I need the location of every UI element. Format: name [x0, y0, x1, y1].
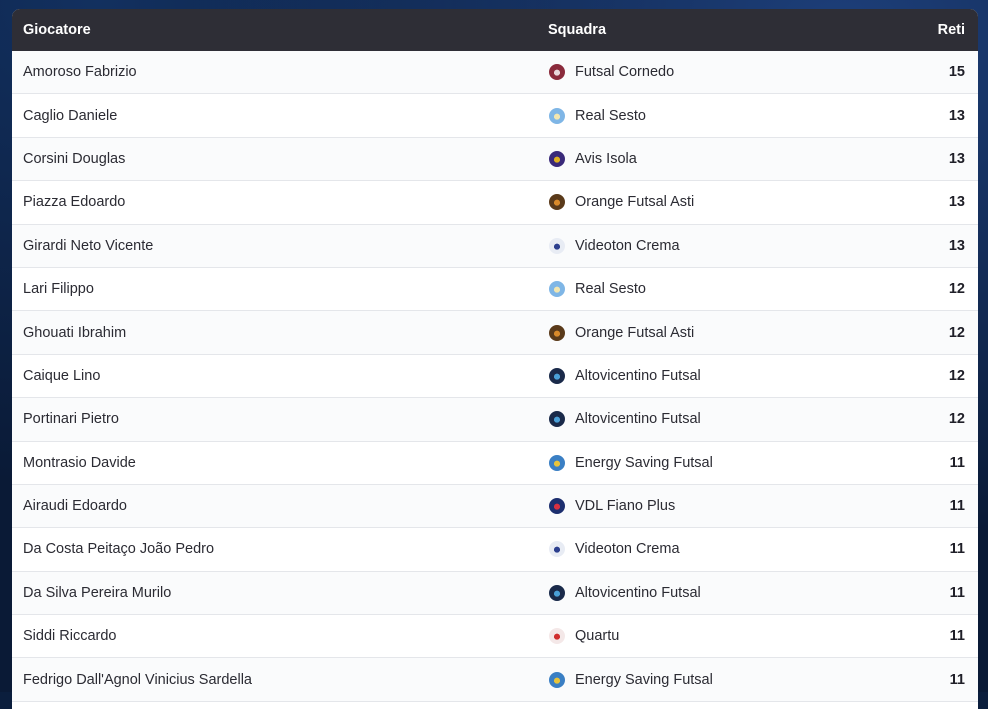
- team-cell[interactable]: VDL Fiano Plus: [537, 498, 858, 514]
- table-row[interactable]: Lari Filippo Real Sesto 12: [12, 268, 978, 311]
- altovicentino-futsal-crest-icon: [549, 368, 565, 384]
- table-row[interactable]: Caique Lino Altovicentino Futsal 12: [12, 355, 978, 398]
- team-name: Videoton Crema: [575, 238, 680, 254]
- table-row[interactable]: Airaudi Edoardo VDL Fiano Plus 11: [12, 485, 978, 528]
- team-cell[interactable]: Quartu: [537, 628, 858, 644]
- team-cell[interactable]: Energy Saving Futsal: [537, 455, 858, 471]
- table-row[interactable]: Ghouati Ibrahim Orange Futsal Asti 12: [12, 311, 978, 354]
- player-name[interactable]: Siddi Riccardo: [12, 628, 537, 644]
- energy-saving-futsal-crest-icon: [549, 672, 565, 688]
- goals-count: 11: [858, 628, 978, 644]
- header-player[interactable]: Giocatore: [12, 22, 537, 38]
- player-name[interactable]: Lari Filippo: [12, 281, 537, 297]
- futsal-cornedo-crest-icon: [549, 64, 565, 80]
- real-sesto-crest-icon: [549, 108, 565, 124]
- team-cell[interactable]: Energy Saving Futsal: [537, 672, 858, 688]
- goals-count: 11: [858, 498, 978, 514]
- team-cell[interactable]: Videoton Crema: [537, 541, 858, 557]
- player-name[interactable]: Girardi Neto Vicente: [12, 238, 537, 254]
- team-name: Quartu: [575, 628, 619, 644]
- goals-count: 13: [858, 238, 978, 254]
- player-name[interactable]: Caique Lino: [12, 368, 537, 384]
- team-name: Videoton Crema: [575, 541, 680, 557]
- goals-count: 13: [858, 194, 978, 210]
- table-row[interactable]: Girardi Neto Vicente Videoton Crema 13: [12, 225, 978, 268]
- table-row[interactable]: Fedrigo Dall'Agnol Vinicius Sardella Ener…: [12, 658, 978, 701]
- team-name: Orange Futsal Asti: [575, 325, 694, 341]
- orange-futsal-asti-crest-icon: [549, 325, 565, 341]
- player-name[interactable]: Amoroso Fabrizio: [12, 64, 537, 80]
- player-name[interactable]: Portinari Pietro: [12, 411, 537, 427]
- team-name: Altovicentino Futsal: [575, 585, 701, 601]
- goals-count: 11: [858, 541, 978, 557]
- goals-count: 12: [858, 411, 978, 427]
- table-header: Giocatore Squadra Reti: [12, 9, 978, 51]
- videoton-crema-crest-icon: [549, 238, 565, 254]
- player-name[interactable]: Da Silva Pereira Murilo: [12, 585, 537, 601]
- team-name: Altovicentino Futsal: [575, 368, 701, 384]
- player-name[interactable]: Corsini Douglas: [12, 151, 537, 167]
- vdl-fiano-plus-crest-icon: [549, 498, 565, 514]
- avis-isola-crest-icon: [549, 151, 565, 167]
- table-body: Amoroso Fabrizio Futsal Cornedo 15 Caglio D…: [12, 51, 978, 702]
- scorers-table: Giocatore Squadra Reti Amoroso Fabrizio F…: [12, 9, 978, 709]
- header-goals[interactable]: Reti: [858, 22, 978, 38]
- goals-count: 12: [858, 281, 978, 297]
- goals-count: 11: [858, 585, 978, 601]
- videoton-crema-crest-icon: [549, 541, 565, 557]
- team-name: Avis Isola: [575, 151, 637, 167]
- team-cell[interactable]: Altovicentino Futsal: [537, 368, 858, 384]
- team-cell[interactable]: Orange Futsal Asti: [537, 325, 858, 341]
- team-cell[interactable]: Real Sesto: [537, 281, 858, 297]
- team-cell[interactable]: Futsal Cornedo: [537, 64, 858, 80]
- quartu-crest-icon: [549, 628, 565, 644]
- table-row[interactable]: Caglio Daniele Real Sesto 13: [12, 94, 978, 137]
- team-cell[interactable]: Videoton Crema: [537, 238, 858, 254]
- team-name: Energy Saving Futsal: [575, 455, 713, 471]
- team-cell[interactable]: Altovicentino Futsal: [537, 585, 858, 601]
- player-name[interactable]: Piazza Edoardo: [12, 194, 537, 210]
- goals-count: 11: [858, 455, 978, 471]
- team-name: Real Sesto: [575, 108, 646, 124]
- table-row[interactable]: Da Silva Pereira Murilo Altovicentino Fut…: [12, 572, 978, 615]
- player-name[interactable]: Fedrigo Dall'Agnol Vinicius Sardella: [12, 672, 537, 688]
- player-name[interactable]: Ghouati Ibrahim: [12, 325, 537, 341]
- team-name: Energy Saving Futsal: [575, 672, 713, 688]
- table-row[interactable]: Da Costa Peitaço João Pedro Videoton Crem…: [12, 528, 978, 571]
- player-name[interactable]: Airaudi Edoardo: [12, 498, 537, 514]
- real-sesto-crest-icon: [549, 281, 565, 297]
- goals-count: 13: [858, 151, 978, 167]
- team-name: Futsal Cornedo: [575, 64, 674, 80]
- orange-futsal-asti-crest-icon: [549, 194, 565, 210]
- goals-count: 11: [858, 672, 978, 688]
- table-row[interactable]: Siddi Riccardo Quartu 11: [12, 615, 978, 658]
- table-row[interactable]: Portinari Pietro Altovicentino Futsal 12: [12, 398, 978, 441]
- goals-count: 12: [858, 368, 978, 384]
- table-row[interactable]: Piazza Edoardo Orange Futsal Asti 13: [12, 181, 978, 224]
- table-row[interactable]: Corsini Douglas Avis Isola 13: [12, 138, 978, 181]
- table-row[interactable]: Amoroso Fabrizio Futsal Cornedo 15: [12, 51, 978, 94]
- altovicentino-futsal-crest-icon: [549, 585, 565, 601]
- team-cell[interactable]: Avis Isola: [537, 151, 858, 167]
- energy-saving-futsal-crest-icon: [549, 455, 565, 471]
- team-name: VDL Fiano Plus: [575, 498, 675, 514]
- player-name[interactable]: Da Costa Peitaço João Pedro: [12, 541, 537, 557]
- team-name: Real Sesto: [575, 281, 646, 297]
- goals-count: 15: [858, 64, 978, 80]
- team-cell[interactable]: Real Sesto: [537, 108, 858, 124]
- goals-count: 12: [858, 325, 978, 341]
- player-name[interactable]: Caglio Daniele: [12, 108, 537, 124]
- table-row[interactable]: Montrasio Davide Energy Saving Futsal 11: [12, 442, 978, 485]
- player-name[interactable]: Montrasio Davide: [12, 455, 537, 471]
- team-name: Orange Futsal Asti: [575, 194, 694, 210]
- altovicentino-futsal-crest-icon: [549, 411, 565, 427]
- team-name: Altovicentino Futsal: [575, 411, 701, 427]
- header-team[interactable]: Squadra: [537, 22, 858, 38]
- team-cell[interactable]: Altovicentino Futsal: [537, 411, 858, 427]
- goals-count: 13: [858, 108, 978, 124]
- team-cell[interactable]: Orange Futsal Asti: [537, 194, 858, 210]
